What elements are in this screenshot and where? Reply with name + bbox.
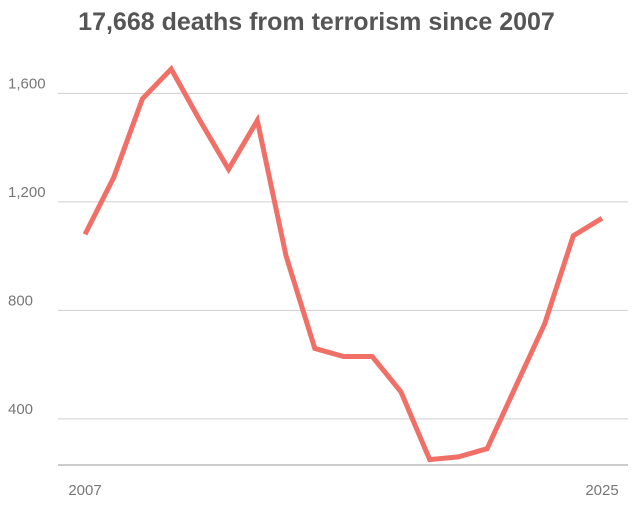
y-tick-label: 400 [8,401,33,418]
y-tick-label: 1,200 [8,184,46,201]
series-line-0 [82,64,604,463]
x-tick-label: 2007 [68,482,101,499]
x-axis-ticks: 2007 2025 [68,482,618,499]
chart-title: 17,668 deaths from terrorism since 2007 [78,8,555,36]
y-axis-ticks: 400 800 1,200 1,600 [8,75,46,417]
series-layer [82,64,604,463]
gridlines [58,92,628,420]
y-tick-label: 800 [8,292,33,309]
x-tick-label: 2025 [585,482,618,499]
y-tick-label: 1,600 [8,75,46,92]
